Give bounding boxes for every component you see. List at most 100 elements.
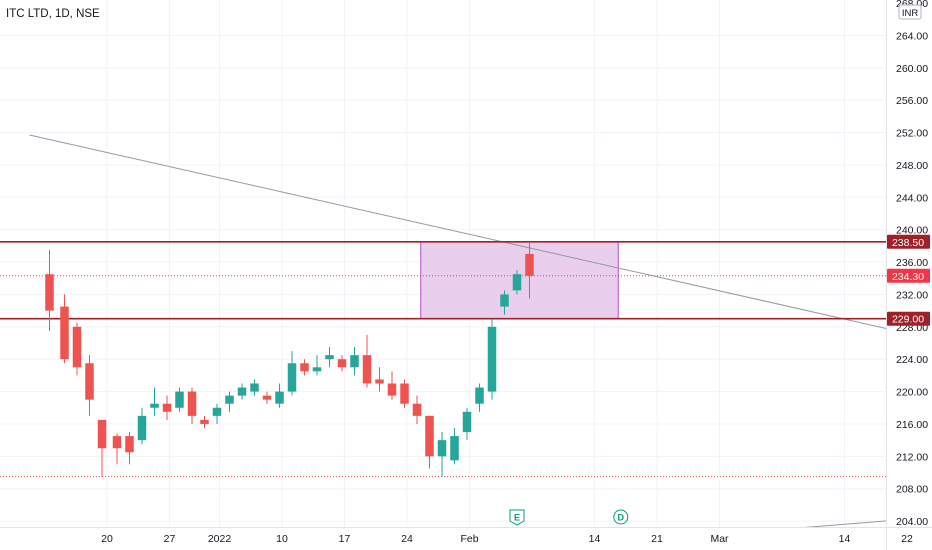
grid-layer xyxy=(0,0,908,527)
y-tick-label: 224.00 xyxy=(896,354,928,366)
candle xyxy=(437,432,447,477)
time-axis-bg xyxy=(0,527,886,550)
candle-body xyxy=(425,415,434,457)
dividend-event-marker: D xyxy=(613,509,629,525)
candle xyxy=(250,379,259,396)
candle xyxy=(125,432,134,465)
candle xyxy=(350,347,359,376)
y-tick-label: 244.00 xyxy=(896,192,928,204)
candle-body xyxy=(200,419,209,424)
candle xyxy=(150,387,159,416)
y-tick-label: 236.00 xyxy=(896,257,928,269)
candle-body xyxy=(250,383,259,392)
candle-body xyxy=(512,274,522,291)
candle xyxy=(262,391,272,404)
x-tick-label: 27 xyxy=(164,533,176,545)
candle xyxy=(412,395,422,424)
candle xyxy=(337,355,347,372)
x-tick-label: 20 xyxy=(101,533,113,545)
candle-body xyxy=(45,274,54,311)
level-price-label-1-bg xyxy=(887,234,930,249)
candle-body xyxy=(125,436,134,453)
candle xyxy=(312,355,322,376)
candle xyxy=(462,407,472,441)
candle xyxy=(187,387,197,424)
candle xyxy=(450,428,459,465)
y-tick-label: 204.00 xyxy=(896,516,928,528)
candle xyxy=(97,419,107,477)
candle-body xyxy=(212,407,222,416)
candle-body xyxy=(375,379,384,384)
candle-body xyxy=(175,391,184,408)
y-tick-label: 208.00 xyxy=(896,484,928,496)
candle-body xyxy=(387,383,397,396)
y-tick-label: 232.00 xyxy=(896,289,928,301)
candle-body xyxy=(97,419,107,449)
candle-body xyxy=(500,294,509,307)
y-tick-label: 240.00 xyxy=(896,225,928,237)
candle xyxy=(237,383,247,400)
candle xyxy=(375,367,384,392)
candle xyxy=(85,355,94,416)
x-tick-label: 14 xyxy=(589,533,601,545)
candle-body xyxy=(350,355,359,368)
candle xyxy=(300,359,309,376)
y-tick-label: 216.00 xyxy=(896,419,928,431)
candle-body xyxy=(312,367,322,372)
chart-title: ITC LTD, 1D, NSE xyxy=(6,8,100,20)
candle xyxy=(200,415,209,428)
candle-body xyxy=(487,326,497,392)
level-price-label-2: 229.00 xyxy=(892,314,924,326)
candle-body xyxy=(60,306,69,360)
y-tick-label: 212.00 xyxy=(896,451,928,463)
candle-body xyxy=(525,253,534,276)
earnings-event-marker: E xyxy=(509,509,525,526)
event-symbol: E xyxy=(514,513,520,523)
y-tick-label: 252.00 xyxy=(896,128,928,140)
candle-body xyxy=(237,387,247,396)
candle xyxy=(112,433,122,465)
event-symbol: D xyxy=(618,513,625,523)
candle xyxy=(325,347,334,368)
candle-body xyxy=(225,395,234,404)
x-tick-label: 10 xyxy=(276,533,288,545)
candle xyxy=(72,322,82,376)
x-tick-label: 17 xyxy=(339,533,351,545)
candle-layer xyxy=(45,241,534,477)
candle-body xyxy=(85,363,94,400)
x-tick-label: 22 xyxy=(901,533,913,545)
candle xyxy=(400,379,409,408)
candle-body xyxy=(325,355,334,360)
candle xyxy=(137,407,147,445)
candle xyxy=(212,403,222,424)
candle-body xyxy=(437,440,447,457)
candle-body xyxy=(287,363,297,392)
candle xyxy=(60,294,69,364)
candle xyxy=(175,387,184,412)
dividend-badge-icon xyxy=(613,509,629,525)
x-tick-label: 21 xyxy=(651,533,663,545)
candle xyxy=(362,334,372,388)
current-price-label: 234.30 xyxy=(892,271,924,283)
candle-body xyxy=(187,391,197,416)
candle-body xyxy=(300,363,309,372)
candle-body xyxy=(112,436,122,449)
candle xyxy=(487,318,497,400)
candle-body xyxy=(450,436,459,461)
candle xyxy=(425,415,434,469)
candle-body xyxy=(150,403,159,408)
candle xyxy=(475,383,484,412)
candle xyxy=(287,351,297,396)
candle xyxy=(387,371,397,400)
candle-body xyxy=(362,355,372,384)
candle xyxy=(275,383,284,408)
candle-body xyxy=(412,403,422,416)
currency-label: INR xyxy=(902,8,919,19)
current-price-label-bg xyxy=(887,268,930,283)
candle xyxy=(45,249,54,331)
candle-body xyxy=(262,395,272,400)
